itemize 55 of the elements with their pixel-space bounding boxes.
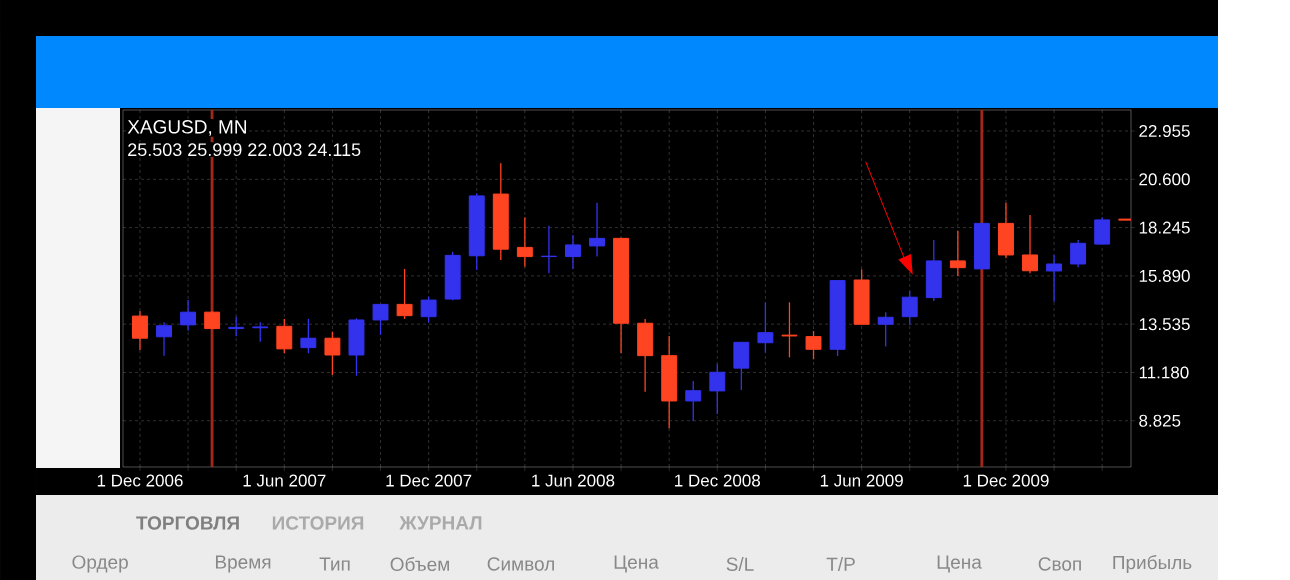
y-tick-label: 8.825 — [1139, 414, 1181, 427]
candlestick — [324, 331, 341, 376]
candlestick — [757, 301, 774, 354]
candlestick — [949, 230, 966, 277]
candlestick — [685, 380, 702, 422]
candlestick — [252, 321, 269, 343]
x-tick-label: 1 Dec 2006 — [97, 474, 183, 487]
text: Своп — [1038, 557, 1081, 571]
text: Цена — [937, 555, 982, 573]
candlestick — [805, 330, 822, 360]
x-tick-label: 1 Dec 2009 — [963, 474, 1049, 487]
candlestick — [420, 295, 437, 324]
candlestick — [372, 303, 389, 336]
candlestick — [516, 216, 533, 268]
text: ЖУРНАЛ — [399, 516, 482, 530]
text: Ордер — [72, 555, 128, 573]
text: ТОРГОВЛЯ — [136, 516, 239, 530]
text: Цена — [614, 555, 659, 573]
y-tick-label: 20.600 — [1139, 173, 1190, 186]
text: 25.503 25.999 22.003 24.115 — [128, 143, 361, 157]
candlestick — [1046, 254, 1063, 303]
candlestick — [396, 268, 413, 320]
text: Время — [215, 555, 271, 573]
text: Прибыль — [1113, 555, 1192, 573]
x-tick-label: 1 Dec 2007 — [386, 474, 472, 487]
text: S/L — [726, 557, 754, 571]
x-tick-label: 1 Jun 2009 — [820, 474, 903, 487]
candlestick — [709, 363, 726, 415]
candlestick — [300, 318, 317, 354]
text: Символ — [487, 557, 554, 571]
y-tick-label: 22.955 — [1139, 124, 1190, 138]
x-tick-label: 1 Dec 2008 — [675, 474, 761, 487]
candlestick — [156, 321, 172, 357]
candlestick — [877, 311, 894, 348]
candlestick — [180, 299, 197, 332]
y-tick-label: 18.245 — [1139, 221, 1190, 234]
candlestick — [901, 290, 918, 326]
candlestick — [228, 316, 245, 337]
candlestick — [276, 318, 293, 354]
text: ИСТОРИЯ — [272, 516, 364, 530]
candlestick — [1070, 239, 1087, 268]
text: Объем — [390, 556, 449, 572]
y-tick-label: 11.180 — [1139, 366, 1189, 379]
text: T/P — [826, 557, 855, 571]
candlestick — [589, 202, 605, 258]
candlestick — [1022, 214, 1038, 274]
candlestick — [132, 310, 148, 351]
y-tick-label: 15.890 — [1139, 269, 1190, 282]
candlestick — [781, 301, 798, 358]
chart-title: XAGUSD, MN — [127, 120, 247, 136]
x-tick-label: 1 Jun 2008 — [532, 474, 615, 487]
candlestick — [565, 234, 581, 270]
x-tick-label: 1 Jun 2007 — [243, 474, 326, 487]
y-tick-label: 13.535 — [1139, 318, 1190, 331]
text: Тип — [319, 557, 350, 571]
